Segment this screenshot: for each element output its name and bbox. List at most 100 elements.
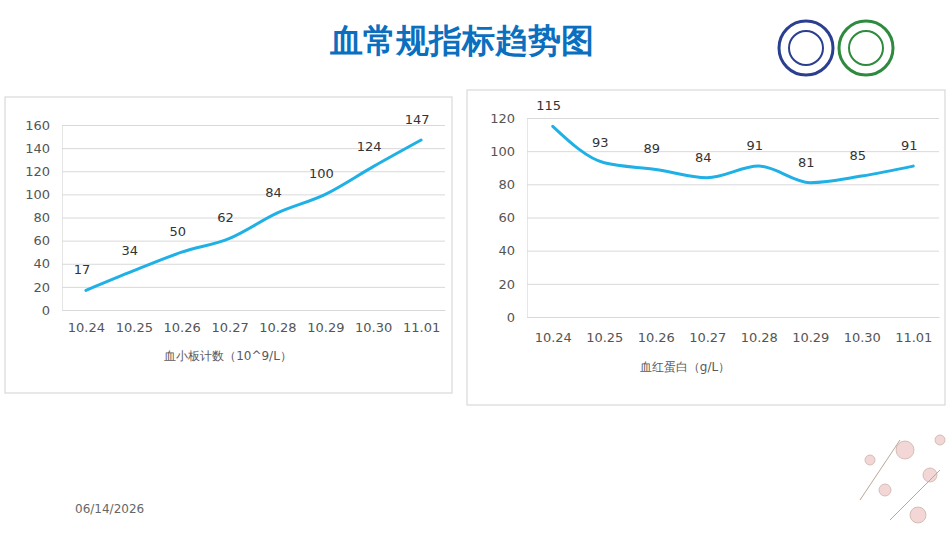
grid-line [527,151,939,152]
x-tick-label: 10.25 [116,320,153,335]
grid-line [62,287,445,288]
x-tick: 10.25 [116,310,153,335]
y-tick-label: 40 [498,243,515,258]
x-tick-label: 10.30 [844,330,881,345]
logo-ring [779,21,833,75]
x-tick: 10.30 [844,317,881,345]
y-tick-label: 120 [490,111,515,126]
y-tick: 140 [25,141,445,156]
data-label: 91 [746,138,763,153]
logo-ring [839,21,893,75]
x-tick-label: 10.30 [355,320,392,335]
plot-marks [553,126,914,182]
x-tick-label: 10.27 [689,330,726,345]
x-tick-label: 10.25 [586,330,623,345]
flower [935,435,945,445]
data-label: 81 [798,155,815,170]
x-axis-title: 血红蛋白（g/L） [640,360,730,374]
y-tick: 40 [33,256,445,271]
y-axis: 020406080100120 [490,111,939,325]
x-tick-label: 10.26 [164,320,201,335]
flower [896,441,914,459]
x-axis-title: 血小板计数（10^9/L） [164,349,292,363]
logo-inner [849,31,883,65]
y-tick: 80 [498,177,939,192]
y-axis: 0 20 40 60 80 100 120 140 160 [25,118,445,318]
x-tick-label: 10.29 [307,320,344,335]
x-tick: 10.28 [741,317,778,345]
x-tick-label: 10.28 [741,330,778,345]
grid-line [527,184,939,185]
x-axis: 10.24 10.25 10.26 10.27 10.28 10.29 10.30 11.01 [528,317,940,345]
x-tick: 10.30 [355,310,392,335]
logos [779,21,893,75]
data-label: 89 [643,141,660,156]
slide-title: 血常规指标趋势图 [329,21,594,60]
slide: 血常规指标趋势图06/14/20260204060801001201401601… [0,0,950,535]
x-tick: 11.01 [895,317,932,345]
x-tick-label: 10.29 [792,330,829,345]
grid-line [62,241,445,242]
flower [879,484,891,496]
y-tick-label: 120 [25,164,50,179]
grid-line [62,148,445,149]
grid-line [62,171,445,172]
data-label: 85 [849,148,866,163]
y-tick-label: 100 [490,144,515,159]
data-labels: 1734506284100124147 [74,112,430,277]
y-tick-label: 80 [33,210,50,225]
x-tick: 10.24 [535,317,572,345]
y-tick: 60 [33,233,445,248]
x-tick-label: 11.01 [895,330,932,345]
x-axis-line [63,310,446,311]
x-axis: 10.24 10.25 10.26 10.27 10.28 10.29 10.30 11.01 [63,310,446,335]
flower-stem [860,440,900,500]
y-tick: 100 [25,187,445,202]
y-tick-label: 40 [33,256,50,271]
data-line [86,140,421,290]
y-tick: 100 [490,144,939,159]
y-tick-label: 100 [25,187,50,202]
flower [910,507,926,523]
y-tick: 0 [42,303,445,318]
x-tick-label: 10.28 [259,320,296,335]
x-tick: 10.26 [164,310,201,335]
flower [865,455,875,465]
x-tick-label: 10.26 [638,330,675,345]
x-tick-label: 10.24 [535,330,572,345]
x-tick-label: 11.01 [403,320,440,335]
panel-frame [5,97,452,393]
data-label: 124 [357,139,382,154]
chart-panel: 02040608010012014016010.2410.2510.2610.2… [5,97,452,393]
data-label: 115 [536,98,561,113]
data-label: 147 [405,112,430,127]
x-tick: 10.24 [68,310,105,335]
y-tick-label: 0 [507,310,515,325]
grid-line [62,218,445,219]
x-tick: 11.01 [403,310,440,335]
grid-line [527,218,939,219]
y-tick: 160 [25,118,445,133]
y-tick: 60 [498,210,939,225]
panel-frame [467,90,945,405]
y-tick-label: 160 [25,118,50,133]
grid-line [527,284,939,285]
logo-inner [789,31,823,65]
data-label: 84 [695,150,712,165]
grid-line [62,310,445,311]
y-tick-label: 20 [33,280,50,295]
x-tick-label: 10.24 [68,320,105,335]
x-tick: 10.26 [638,317,675,345]
y-tick: 0 [507,310,939,325]
data-labels: 11593898491818591 [536,98,917,169]
y-tick-label: 80 [498,177,515,192]
x-tick-label: 10.27 [211,320,248,335]
data-label: 93 [592,135,609,150]
grid-line [62,125,445,126]
x-axis-line [528,317,940,318]
y-tick-label: 60 [498,210,515,225]
y-tick: 40 [498,243,939,258]
data-label: 34 [122,243,139,258]
chart-panel: 02040608010012010.2410.2510.2610.2710.28… [467,90,945,405]
grid-line [527,251,939,252]
